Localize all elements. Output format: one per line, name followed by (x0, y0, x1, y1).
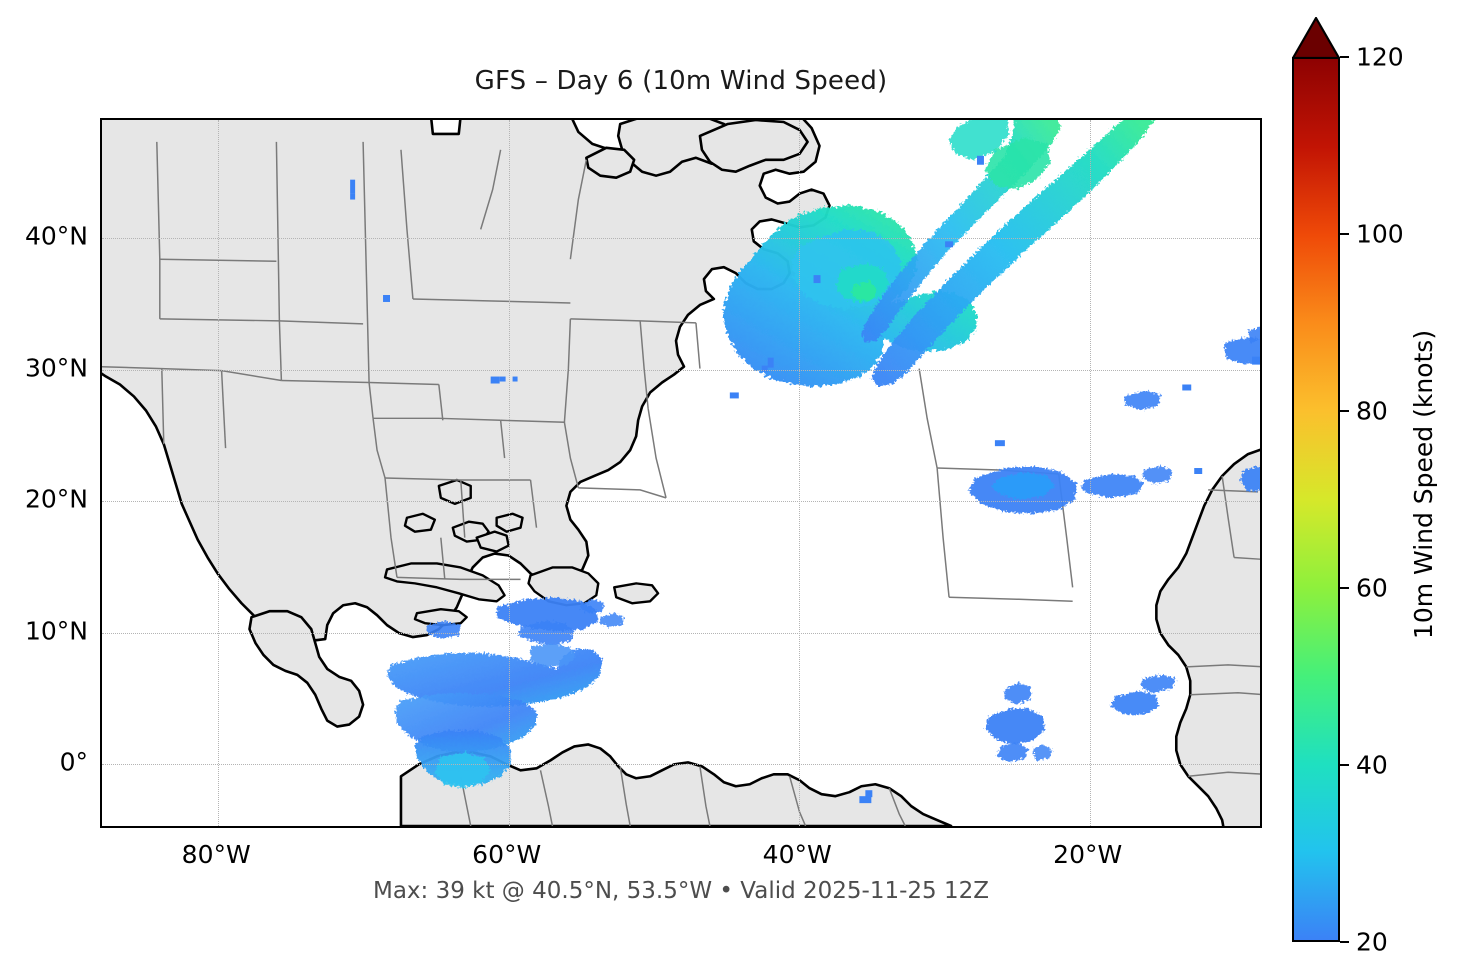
puerto-rico (613, 582, 660, 605)
colorbar-tick-120 (1340, 56, 1349, 58)
hispaniola (527, 566, 600, 607)
colorbar-tick-60 (1340, 587, 1349, 589)
bahamas-c (495, 512, 524, 533)
colorbar-label-80: 80 (1356, 396, 1388, 426)
colorbar-label-20: 20 (1356, 927, 1388, 957)
continents (102, 120, 1260, 826)
newfoundland-island (698, 120, 809, 173)
xtick-label-40w: 40°W (762, 840, 832, 869)
ytick-label-30n: 30°N (24, 353, 88, 383)
south-america (399, 743, 953, 826)
andros (403, 512, 437, 533)
bahamas-b (475, 530, 510, 553)
xtick-label-80w: 80°W (181, 840, 251, 869)
nova-scotia (585, 146, 636, 179)
colorbar-axis-title: 10m Wind Speed (knots) (1404, 0, 1444, 969)
ytick-label-0: 0° (59, 747, 88, 777)
colorbar-tick-100 (1340, 233, 1349, 235)
cuba (383, 562, 506, 603)
caribbean-islands (383, 478, 660, 627)
wind-feature-cape-verde (1110, 674, 1177, 715)
wind-feature-central-atlantic (969, 466, 1173, 514)
map-geography (102, 120, 1260, 826)
colorbar-label-120: 120 (1356, 42, 1404, 72)
colorbar[interactable]: 20 40 60 80 100 120 (1292, 17, 1404, 957)
wind-scattered-cells (350, 155, 1260, 804)
ytick-label-40n: 40°N (24, 221, 88, 251)
map-plot-area[interactable] (100, 118, 1262, 828)
colorbar-over-arrow-icon (1292, 17, 1340, 59)
colorbar-tick-80 (1340, 410, 1349, 412)
wind-feature-caribbean-trades (387, 597, 625, 789)
jamaica (413, 608, 468, 627)
x-axis: 80°W 60°W 40°W 20°W (100, 828, 1262, 874)
africa (1155, 448, 1260, 826)
xtick-label-20w: 20°W (1053, 840, 1123, 869)
north-america (102, 120, 831, 643)
colorbar-label-40: 40 (1356, 750, 1388, 780)
ytick-label-20n: 20°N (24, 484, 88, 514)
central-america (248, 609, 365, 728)
colorbar-axis-title-text: 10m Wind Speed (knots) (1409, 329, 1439, 640)
colorbar-tick-40 (1340, 764, 1349, 766)
colorbar-gradient[interactable] (1292, 57, 1340, 942)
xtick-label-60w: 60°W (472, 840, 542, 869)
wind-feature-east-atlantic (984, 682, 1053, 763)
page-title: GFS – Day 6 (10m Wind Speed) (474, 66, 888, 96)
colorbar-label-100: 100 (1356, 219, 1404, 249)
ytick-label-10n: 10°N (24, 616, 88, 646)
y-axis: 40°N 30°N 20°N 10°N 0° (0, 118, 100, 828)
wind-feature-ne-band (861, 120, 1155, 387)
colorbar-tick-20 (1340, 941, 1349, 943)
wind-feature-canary-offshore (1124, 326, 1260, 492)
map-canvas (102, 120, 1260, 826)
colorbar-label-60: 60 (1356, 573, 1388, 603)
grand-bahama (437, 478, 472, 506)
figure-caption: Max: 39 kt @ 40.5°N, 53.5°W • Valid 2025… (372, 878, 990, 904)
